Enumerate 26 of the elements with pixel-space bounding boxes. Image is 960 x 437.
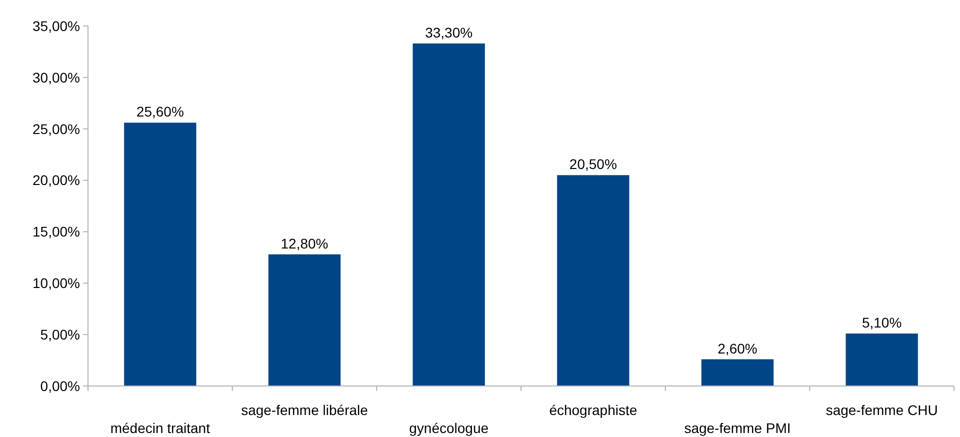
x-tick-label: gynécologue [409,420,489,436]
x-tick-label: sage-femme CHU [826,402,938,418]
x-tick-label: sage-femme libérale [241,402,368,418]
bar [268,254,341,386]
x-tick-label: échographiste [549,402,638,418]
y-tick-label: 0,00% [40,378,80,394]
data-label: 5,10% [862,314,902,331]
x-tick-label: médecin traitant [110,420,210,436]
y-tick-label: 25,00% [32,120,80,137]
bar [412,43,485,386]
bar [124,122,196,386]
y-tick-label: 20,00% [32,172,80,188]
data-label: 20,50% [569,156,617,172]
x-tick-label: sage-femme PMI [684,420,791,436]
data-label: 33,30% [425,24,473,40]
bar [557,175,630,386]
y-tick-label: 10,00% [32,275,80,292]
bar [701,359,774,386]
y-tick-label: 15,00% [32,224,80,240]
y-tick-label: 5,00% [40,326,80,342]
data-label: 2,60% [718,340,758,356]
y-tick-label: 35,00% [32,18,80,34]
bar [846,334,918,386]
data-label: 12,80% [280,235,328,252]
y-tick-label: 30,00% [32,69,80,86]
data-label: 25,60% [136,104,184,120]
